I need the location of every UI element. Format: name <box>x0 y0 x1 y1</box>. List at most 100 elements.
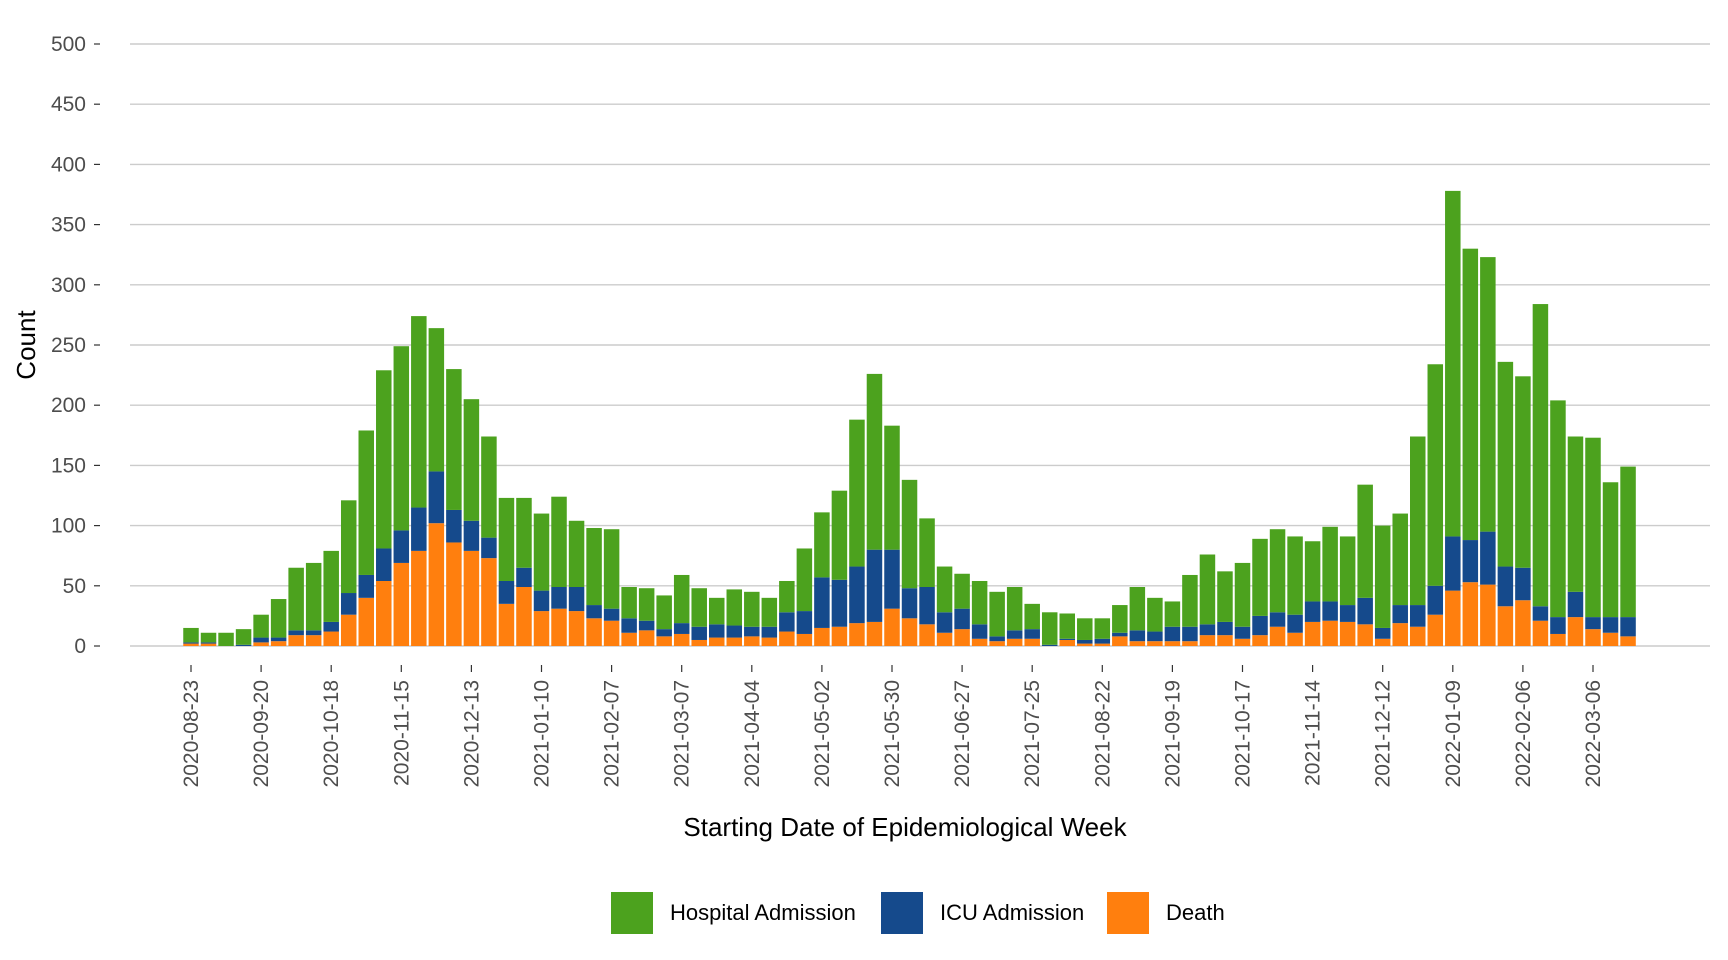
bar-death <box>1182 641 1198 646</box>
bar-icu-admission <box>814 577 830 628</box>
bar-hospital-admission <box>1304 541 1321 602</box>
legend-label: Death <box>1166 900 1225 925</box>
bar-hospital-admission <box>1059 613 1075 639</box>
bar-hospital-admission <box>1322 526 1338 602</box>
bar-hospital-admission <box>744 591 760 627</box>
bar-death <box>1374 638 1391 646</box>
bar-hospital-admission <box>516 497 532 568</box>
bar-death <box>200 643 217 646</box>
x-tick-label: 2020-12-13 <box>460 680 483 787</box>
bar-hospital-admission <box>1357 484 1373 598</box>
y-tick-label: 450 <box>51 93 86 116</box>
bar-hospital-admission <box>270 599 287 638</box>
bar-hospital-admission <box>919 518 935 588</box>
bar-death <box>1550 633 1566 646</box>
bar-icu-admission <box>709 624 725 638</box>
bar-hospital-admission <box>1252 538 1268 616</box>
bar-death <box>1620 636 1636 646</box>
bar-icu-admission <box>1252 615 1268 636</box>
x-tick-label: 2021-12-12 <box>1372 680 1395 787</box>
x-tick-label: 2021-02-07 <box>601 680 624 787</box>
bar-death <box>1287 632 1303 646</box>
bar-hospital-admission <box>1217 571 1233 622</box>
x-tick-label: 2021-05-30 <box>881 680 904 787</box>
bar-hospital-admission <box>603 529 620 609</box>
bar-icu-admission <box>1322 601 1338 621</box>
bar-hospital-admission <box>1077 618 1093 640</box>
x-tick-label: 2021-03-07 <box>671 680 694 787</box>
bar-icu-admission <box>1199 624 1216 636</box>
bar-hospital-admission <box>849 419 865 567</box>
bar-death <box>971 638 988 646</box>
bar-death <box>340 614 357 646</box>
bar-icu-admission <box>1041 644 1058 646</box>
bar-hospital-admission <box>814 512 830 578</box>
x-tick-label: 2022-03-06 <box>1582 680 1605 787</box>
bar-hospital-admission <box>481 436 497 538</box>
x-tick-label: 2022-02-06 <box>1512 680 1535 787</box>
bar-death <box>183 643 199 646</box>
bar-death <box>1147 641 1163 646</box>
bar-death <box>831 626 848 646</box>
bar-death <box>1252 635 1268 646</box>
bar-death <box>1462 582 1479 646</box>
bar-hospital-admission <box>1112 605 1128 633</box>
bar-death <box>849 623 865 646</box>
bar-hospital-admission <box>586 528 602 606</box>
bar-icu-admission <box>1497 566 1514 607</box>
bar-icu-admission <box>498 580 515 604</box>
bar-icu-admission <box>533 590 550 612</box>
bar-death <box>481 558 497 646</box>
bar-icu-admission <box>1357 597 1373 625</box>
bar-icu-admission <box>1374 627 1391 639</box>
bar-hospital-admission <box>1339 536 1356 606</box>
bar-hospital-admission <box>340 500 357 594</box>
bar-death <box>270 641 287 646</box>
bar-icu-admission <box>568 587 585 612</box>
bar-icu-admission <box>1164 626 1181 642</box>
bar-icu-admission <box>621 618 637 633</box>
bar-icu-admission <box>1339 605 1356 622</box>
bar-icu-admission <box>673 623 690 634</box>
bar-icu-admission <box>849 566 865 624</box>
bar-hospital-admission <box>779 580 795 613</box>
bar-icu-admission <box>1567 591 1584 618</box>
bar-hospital-admission <box>1269 529 1286 613</box>
bar-hospital-admission <box>568 520 585 587</box>
y-tick-label: 500 <box>51 33 86 56</box>
bar-icu-admission <box>358 574 374 598</box>
bar-icu-admission <box>1515 567 1531 601</box>
bar-death <box>1112 636 1128 646</box>
bar-death <box>814 627 830 646</box>
bar-death <box>1234 638 1251 646</box>
y-tick-label: 200 <box>51 394 86 417</box>
bar-layer <box>183 190 1636 646</box>
x-tick-label: 2021-11-14 <box>1302 680 1325 786</box>
bar-death <box>358 597 374 646</box>
x-tick-label: 2020-11-15 <box>390 680 413 786</box>
bar-hospital-admission <box>183 627 199 643</box>
bar-hospital-admission <box>638 588 655 621</box>
bar-icu-admission <box>1024 629 1040 639</box>
bar-death <box>1304 621 1321 646</box>
bar-hospital-admission <box>1480 257 1496 532</box>
bar-death <box>551 608 567 646</box>
bar-death <box>533 611 550 646</box>
bar-icu-admission <box>901 588 918 619</box>
bar-death <box>446 542 462 646</box>
bar-icu-admission <box>1480 531 1496 585</box>
y-tick-label: 250 <box>51 334 86 357</box>
bar-icu-admission <box>779 612 795 632</box>
bar-death <box>1532 620 1549 646</box>
bar-icu-admission <box>1620 617 1636 637</box>
bar-hospital-admission <box>1147 597 1163 632</box>
bar-hospital-admission <box>709 597 725 625</box>
bar-hospital-admission <box>1392 513 1408 606</box>
bar-hospital-admission <box>551 496 567 587</box>
bar-hospital-admission <box>1287 536 1303 615</box>
bar-death <box>673 633 690 646</box>
bar-death <box>779 631 795 646</box>
bar-death <box>516 587 532 646</box>
bar-death <box>393 562 410 646</box>
legend-key <box>611 892 653 934</box>
